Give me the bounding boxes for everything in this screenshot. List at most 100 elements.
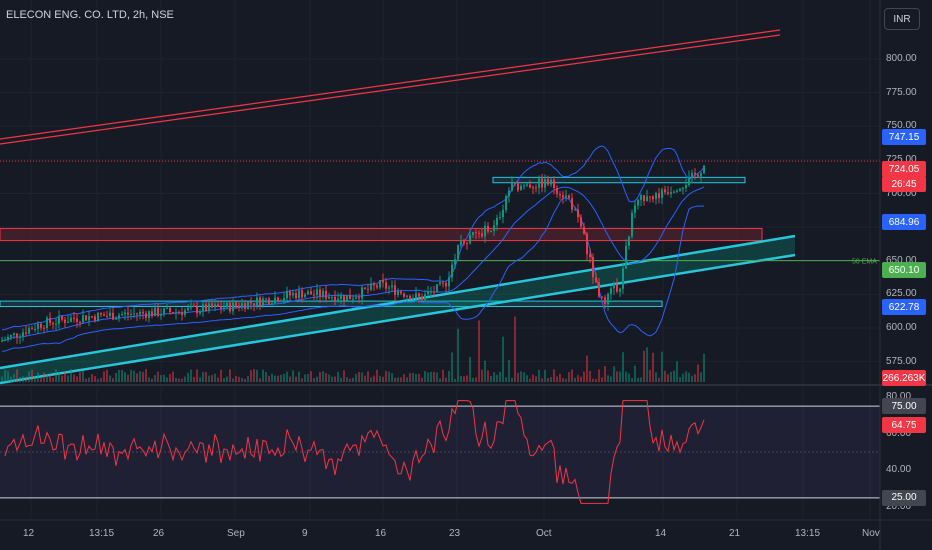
volume-bar	[178, 378, 180, 382]
y-tick-label: 650.00	[886, 254, 917, 266]
candle-body	[160, 314, 162, 316]
candle-body	[28, 328, 30, 334]
volume-bar	[604, 366, 606, 382]
candle-body	[163, 308, 165, 315]
volume-bar	[142, 371, 144, 382]
x-tick-label: 16	[375, 528, 387, 539]
candle-body	[82, 315, 84, 323]
candle-body	[406, 295, 408, 297]
volume-bar	[148, 377, 150, 382]
candle-body	[511, 182, 513, 191]
candle-body	[64, 319, 66, 323]
candle-body	[79, 321, 81, 323]
volume-bar	[226, 376, 228, 382]
y-tick-label: 775.00	[886, 86, 917, 98]
volume-bar	[607, 375, 609, 382]
candle-body	[607, 293, 609, 305]
candle-body	[505, 196, 507, 210]
candle-body	[610, 288, 612, 294]
candle-body	[94, 316, 96, 321]
candle-body	[499, 217, 501, 219]
candle-body	[694, 172, 696, 175]
candle-body	[373, 283, 375, 286]
candle-body	[85, 315, 87, 321]
volume-bar	[283, 373, 285, 382]
volume-bar	[508, 359, 510, 382]
price-tag: 684.96	[882, 214, 926, 230]
candle-body	[337, 298, 339, 302]
candle-body	[88, 316, 90, 321]
candle-body	[259, 297, 261, 306]
candle-body	[433, 291, 435, 293]
volume-bar	[400, 377, 402, 382]
candle-body	[544, 179, 546, 188]
candle-body	[358, 297, 360, 299]
y-tick-label: 725.00	[886, 153, 917, 165]
volume-bar	[316, 376, 318, 382]
volume-bar	[433, 371, 435, 382]
candle-body	[469, 235, 471, 244]
candle-body	[418, 293, 420, 297]
candle-body	[70, 317, 72, 322]
volume-bar	[202, 371, 204, 382]
volume-bar	[190, 369, 192, 382]
candle-body	[628, 236, 630, 246]
volume-bar	[346, 377, 348, 382]
volume-bar	[568, 372, 570, 382]
candle-body	[535, 187, 537, 189]
volume-bar	[559, 373, 561, 382]
candle-body	[322, 290, 324, 297]
volume-bar	[466, 375, 468, 382]
candle-body	[208, 303, 210, 312]
candle-body	[250, 301, 252, 304]
volume-bar	[601, 377, 603, 382]
volume-bar	[253, 369, 255, 382]
volume-bar	[478, 320, 480, 382]
y-tick-label: 600.00	[886, 322, 917, 333]
candle-body	[124, 312, 126, 315]
candle-body	[397, 291, 399, 295]
candle-body	[550, 179, 552, 185]
volume-bar	[469, 357, 471, 382]
volume-bar	[358, 372, 360, 382]
trend-line	[0, 34, 781, 145]
candle-body	[61, 316, 63, 320]
volume-bar	[700, 372, 702, 382]
volume-bar	[130, 369, 132, 382]
volume-bar	[106, 369, 108, 382]
volume-bar	[97, 378, 99, 382]
candle-body	[307, 291, 309, 295]
volume-bar	[349, 378, 351, 382]
candle-body	[586, 233, 588, 255]
volume-bar	[379, 375, 381, 382]
candle-body	[262, 298, 264, 306]
candle-body	[190, 305, 192, 308]
volume-bar	[658, 377, 660, 382]
y-tick-label: 575.00	[886, 355, 917, 367]
x-tick-label: 26	[153, 528, 165, 539]
price-tag: 724.05	[882, 161, 926, 177]
x-tick-label: Nov	[862, 528, 880, 539]
channel-lower	[0, 253, 796, 385]
candle-body	[304, 294, 306, 298]
candle-body	[367, 288, 369, 290]
candle-body	[598, 282, 600, 297]
volume-bar	[208, 375, 210, 382]
volume-bar	[112, 378, 114, 382]
candle-body	[223, 307, 225, 309]
candle-body	[55, 323, 57, 325]
currency-button[interactable]: INR	[884, 8, 920, 30]
volume-bar	[598, 369, 600, 382]
candle-body	[67, 321, 69, 323]
candle-body	[508, 190, 510, 197]
volume-bar	[139, 371, 141, 382]
volume-bar	[268, 375, 270, 382]
price-tag: 747.15	[882, 129, 926, 145]
candle-body	[595, 277, 597, 283]
volume-bar	[511, 377, 513, 382]
volume-bar	[64, 371, 66, 382]
x-tick-label: 9	[302, 528, 308, 539]
candle-body	[166, 307, 168, 309]
volume-bar	[181, 378, 183, 382]
